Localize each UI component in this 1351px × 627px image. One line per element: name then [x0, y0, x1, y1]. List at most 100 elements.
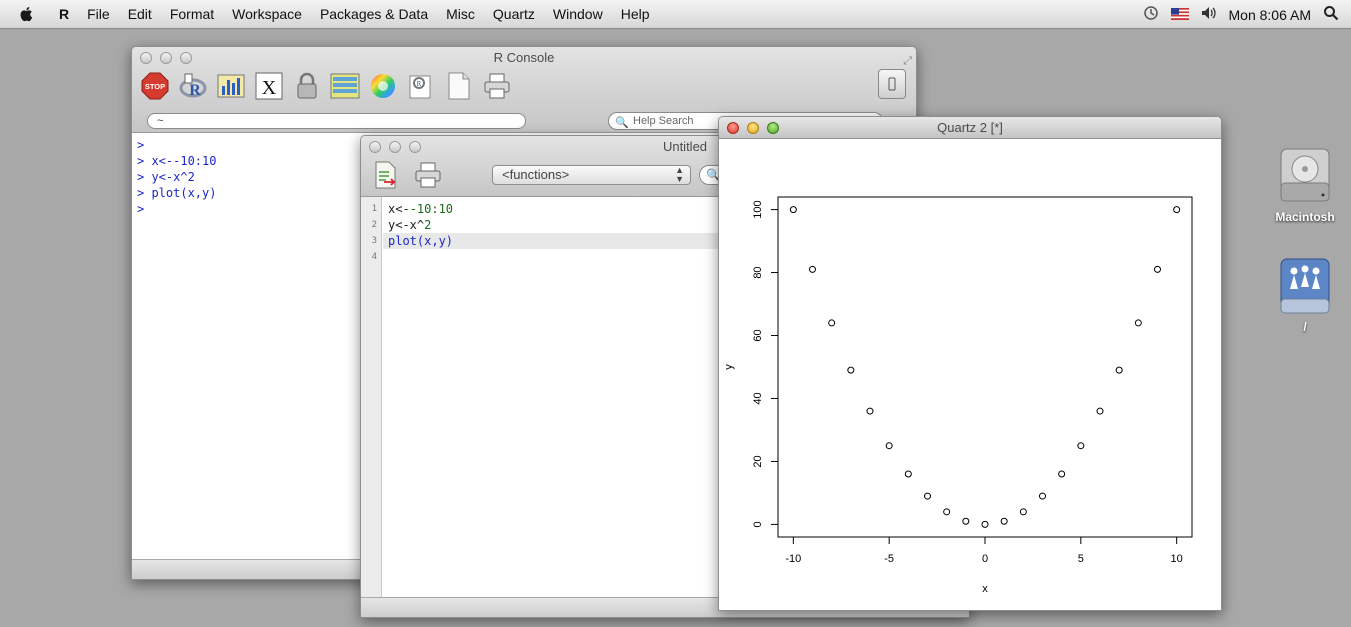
x-tick-label: -5	[884, 553, 894, 565]
network-volume-desktop-icon[interactable]: /	[1270, 255, 1340, 334]
editor-toolbar	[371, 160, 443, 190]
print-button[interactable]	[482, 71, 512, 101]
y-tick-label: 20	[752, 455, 764, 467]
source-script-button[interactable]: R	[178, 71, 208, 101]
plot-frame	[777, 196, 1193, 538]
menu-help[interactable]: Help	[620, 6, 650, 22]
search-icon: 🔍	[615, 117, 629, 129]
data-point	[828, 319, 836, 327]
code-line: x<--10:10	[388, 202, 454, 216]
spotlight-icon[interactable]	[1323, 5, 1339, 24]
menu-file[interactable]: File	[87, 6, 110, 22]
data-point	[789, 206, 797, 214]
x-tick-label: 10	[1171, 553, 1183, 565]
data-point	[1134, 319, 1142, 327]
new-document-button[interactable]	[444, 71, 474, 101]
data-point	[847, 366, 855, 374]
line-number: 3	[371, 236, 377, 246]
menu-extras: Mon 8:06 AM	[1143, 0, 1351, 29]
quartz-zoom-icon[interactable]	[767, 122, 779, 134]
quartz-device-button[interactable]	[216, 71, 246, 101]
line-number: 1	[371, 204, 377, 214]
editor-print-button[interactable]	[413, 160, 443, 190]
help-search-button[interactable]: R	[406, 71, 436, 101]
menu-quartz[interactable]: Quartz	[492, 6, 535, 22]
desktop-icon-label: Macintosh	[1275, 210, 1335, 224]
editor-zoom-icon[interactable]	[409, 141, 421, 153]
y-axis-label: y	[723, 364, 735, 370]
quartz-minimize-icon[interactable]	[747, 122, 759, 134]
svg-text:R: R	[417, 80, 422, 88]
package-manager-button[interactable]	[330, 71, 360, 101]
clock-text[interactable]: Mon 8:06 AM	[1228, 6, 1312, 23]
stop-button[interactable]: STOP	[140, 71, 170, 101]
console-close-icon[interactable]	[140, 52, 152, 64]
console-line: >	[137, 202, 145, 216]
editor-close-icon[interactable]	[369, 141, 381, 153]
x-tick-label: -10	[785, 553, 801, 565]
menu-workspace[interactable]: Workspace	[232, 6, 302, 22]
editor-titlebar[interactable]: Untitled	[361, 136, 969, 158]
console-zoom-icon[interactable]	[180, 52, 192, 64]
search-icon: 🔍	[706, 168, 721, 182]
console-line: > y<-x^2	[137, 170, 195, 184]
data-point	[1096, 407, 1104, 415]
quartz-titlebar[interactable]: Quartz 2 [*]	[719, 117, 1221, 139]
network-drive-icon	[1280, 258, 1330, 314]
data-point	[1019, 508, 1027, 516]
apple-icon[interactable]	[18, 5, 36, 23]
menu-format[interactable]: Format	[169, 6, 215, 22]
y-tick-label: 40	[752, 392, 764, 404]
data-point	[924, 492, 931, 500]
console-window-controls	[140, 52, 192, 64]
x-axis-label: x	[982, 583, 988, 595]
toggle-drawer-button[interactable]	[878, 69, 906, 99]
data-point	[904, 470, 912, 478]
flag-icon[interactable]	[1170, 7, 1189, 23]
line-number: 4	[371, 252, 377, 262]
source-file-button[interactable]	[371, 160, 401, 190]
y-tick-label: 80	[752, 266, 764, 278]
functions-select[interactable]: <functions> ▲ ▼	[492, 165, 691, 185]
line-number: 2	[371, 220, 377, 230]
data-point	[1039, 492, 1046, 500]
lock-button[interactable]	[292, 71, 322, 101]
y-tick-label: 60	[752, 329, 764, 341]
time-machine-icon[interactable]	[1143, 5, 1159, 24]
menu-bar: R File Edit Format Workspace Packages & …	[0, 0, 1351, 29]
line-number-gutter: 1 2 3 4	[361, 197, 382, 599]
hard-drive-icon	[1280, 148, 1330, 202]
x-tick-label: 0	[982, 553, 988, 565]
console-title: R Console	[493, 50, 555, 65]
menu-window[interactable]: Window	[552, 6, 603, 22]
menu-app-r[interactable]: R	[59, 6, 70, 22]
macintosh-hd-desktop-icon[interactable]: Macintosh	[1270, 145, 1340, 224]
menu-packages-data[interactable]: Packages & Data	[319, 6, 429, 22]
chevron-updown-icon: ▲ ▼	[675, 165, 684, 184]
quartz-window-controls	[727, 122, 779, 134]
console-output[interactable]: > > x<--10:10 > y<-x^2 > plot(x,y) >	[132, 133, 916, 560]
data-point	[1173, 206, 1181, 214]
color-picker-button[interactable]	[368, 71, 398, 101]
console-toolbar: STOP R X R	[140, 71, 512, 101]
editor-window-controls	[369, 141, 421, 153]
quartz-close-icon[interactable]	[727, 122, 739, 134]
menu-misc[interactable]: Misc	[446, 6, 475, 22]
data-point	[1058, 470, 1066, 478]
svg-text:STOP: STOP	[145, 82, 165, 91]
working-directory-field[interactable]: ~	[147, 113, 526, 129]
menu-edit[interactable]: Edit	[127, 6, 152, 22]
data-point	[962, 517, 970, 525]
code-line: y<-x^2	[388, 218, 432, 232]
fullscreen-icon[interactable]: ⤢	[903, 55, 912, 67]
editor-minimize-icon[interactable]	[389, 141, 401, 153]
console-line: > plot(x,y)	[137, 186, 217, 200]
console-minimize-icon[interactable]	[160, 52, 172, 64]
desktop-icon-label: /	[1303, 320, 1307, 334]
volume-icon[interactable]	[1201, 6, 1217, 23]
x11-button[interactable]: X	[254, 71, 284, 101]
data-point	[885, 442, 893, 450]
editor-title: Untitled	[662, 139, 708, 154]
svg-text:X: X	[262, 77, 277, 99]
console-titlebar[interactable]: R Console ⤢	[132, 47, 916, 69]
